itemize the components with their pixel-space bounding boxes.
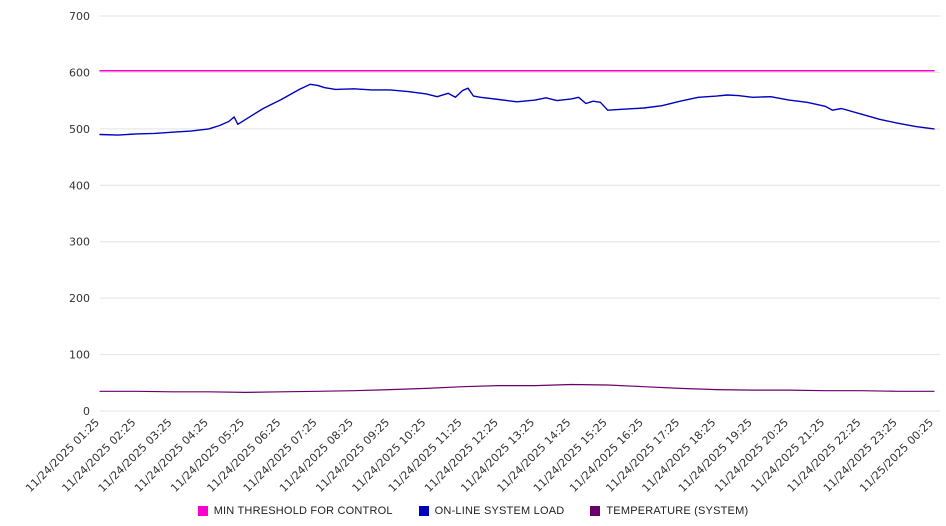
legend-label: ON-LINE SYSTEM LOAD [434,505,565,517]
y-axis-tick-label: 600 [69,66,90,79]
y-axis-tick-label: 100 [69,349,90,362]
y-axis-tick-label: 500 [69,123,90,136]
y-axis-tick-label: 300 [69,236,90,249]
legend-label: TEMPERATURE (SYSTEM) [606,505,749,517]
legend-swatch [418,506,429,516]
y-axis-tick-label: 700 [69,10,90,23]
chart-legend: MIN THRESHOLD FOR CONTROL ON-LINE SYSTEM … [0,500,946,522]
series-line-temperature-system [99,383,935,393]
legend-swatch [197,506,208,516]
y-axis-tick-label: 0 [83,405,90,418]
legend-swatch [590,506,601,516]
series-line-on-line-system-load [99,83,935,136]
y-axis-tick-label: 400 [69,179,90,192]
legend-item[interactable]: ON-LINE SYSTEM LOAD [418,505,565,517]
legend-item[interactable]: MIN THRESHOLD FOR CONTROL [197,505,393,517]
y-axis-tick-label: 200 [69,292,90,305]
legend-label: MIN THRESHOLD FOR CONTROL [213,505,393,517]
legend-item[interactable]: TEMPERATURE (SYSTEM) [590,505,748,517]
